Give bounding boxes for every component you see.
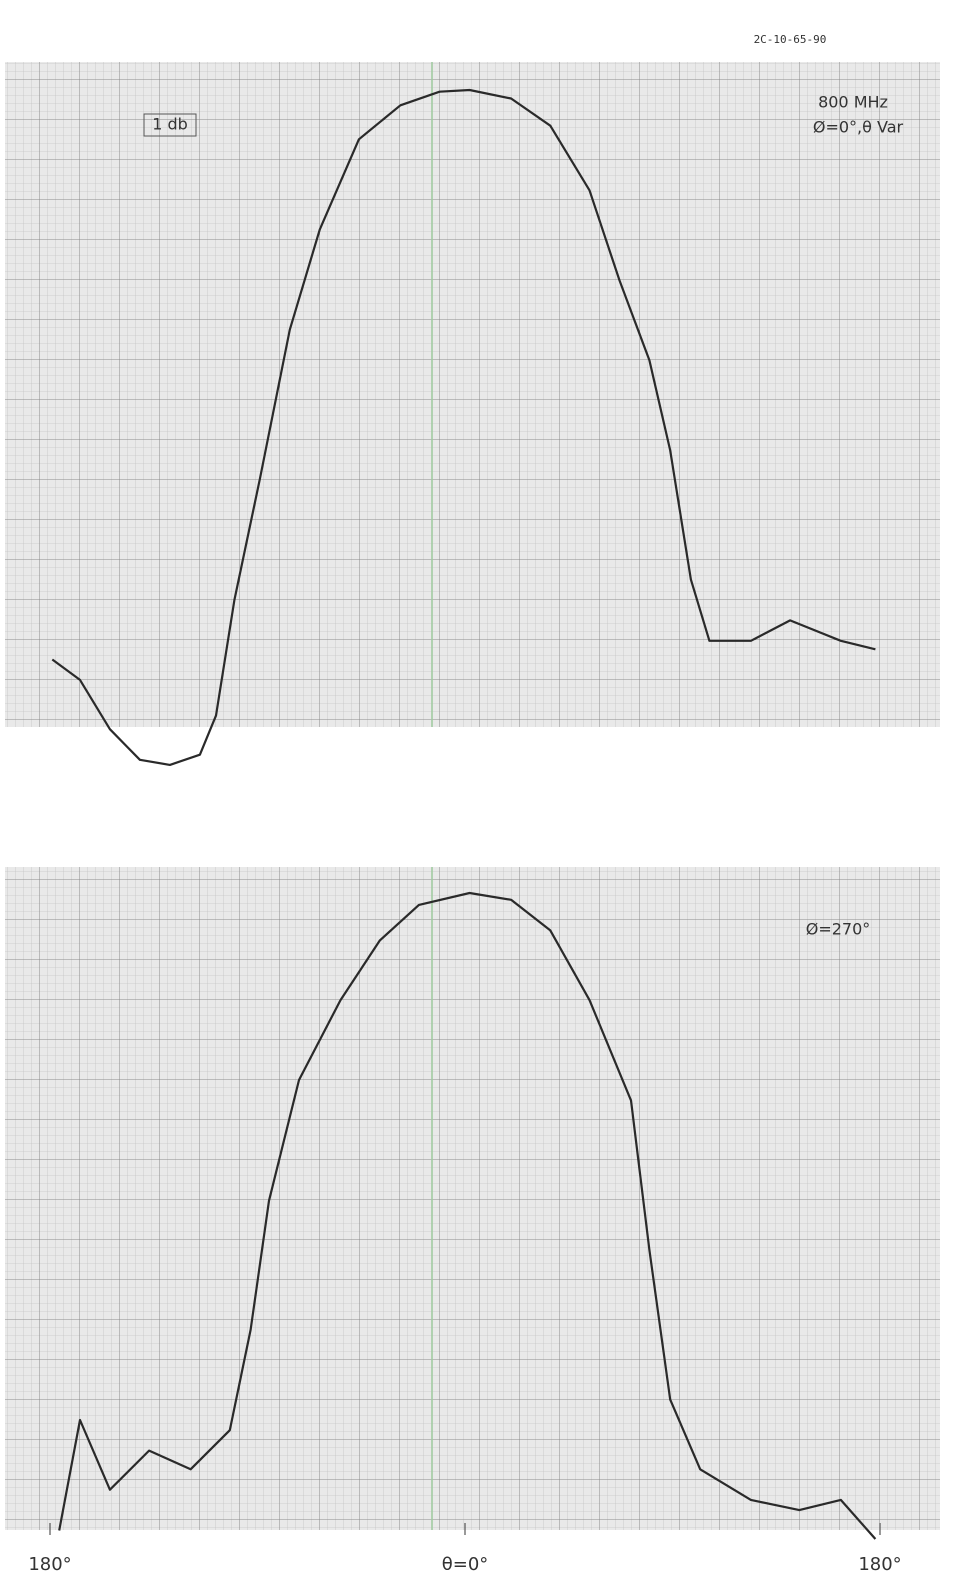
x-tick-label: θ=0° xyxy=(442,1554,489,1575)
figure-code: 2C-10-65-90 xyxy=(754,33,827,46)
pattern-line xyxy=(58,891,877,1540)
scale-box xyxy=(143,113,197,137)
graph-grid xyxy=(5,62,940,727)
annotation: Ø=270° xyxy=(806,920,871,939)
plots: 1 db 800 MHz Ø=0°,θ Var Ø=270° 180° θ=0° 180° xyxy=(28,88,904,1575)
x-tick-label: 180° xyxy=(28,1554,71,1575)
annotation: 1 db xyxy=(152,115,188,134)
x-tick-label: 180° xyxy=(858,1554,901,1575)
pattern-line xyxy=(51,88,876,766)
annotation: 800 MHz xyxy=(818,93,888,112)
graph-grid xyxy=(5,867,940,1530)
annotation: Ø=0°,θ Var xyxy=(813,118,904,137)
